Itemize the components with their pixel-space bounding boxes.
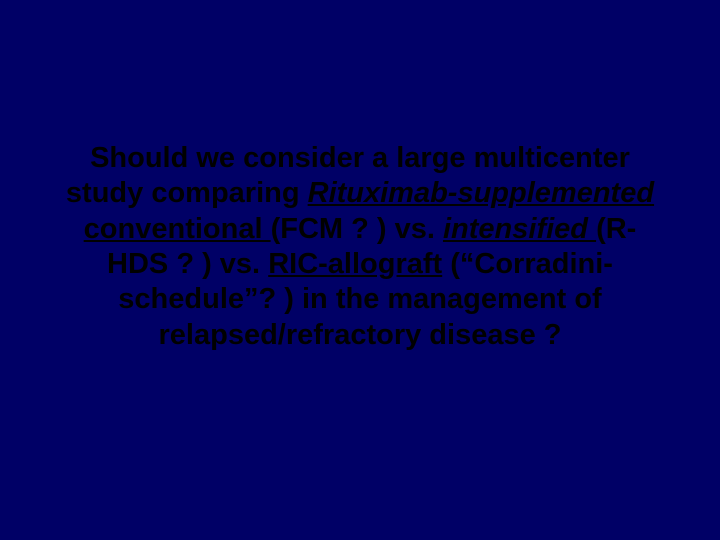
text-fcm: (FCM ? ) vs. — [271, 213, 443, 245]
text-conventional: conventional — [84, 213, 271, 245]
slide-text: Should we consider a large multicenter s… — [54, 141, 666, 353]
text-ric-allograft: RIC-allograft — [268, 248, 442, 280]
text-rituximab-supplemented: Rituximab-supplemented — [308, 177, 654, 209]
slide-container: Should we consider a large multicenter s… — [0, 0, 720, 540]
text-intensified: intensified — [443, 213, 596, 245]
